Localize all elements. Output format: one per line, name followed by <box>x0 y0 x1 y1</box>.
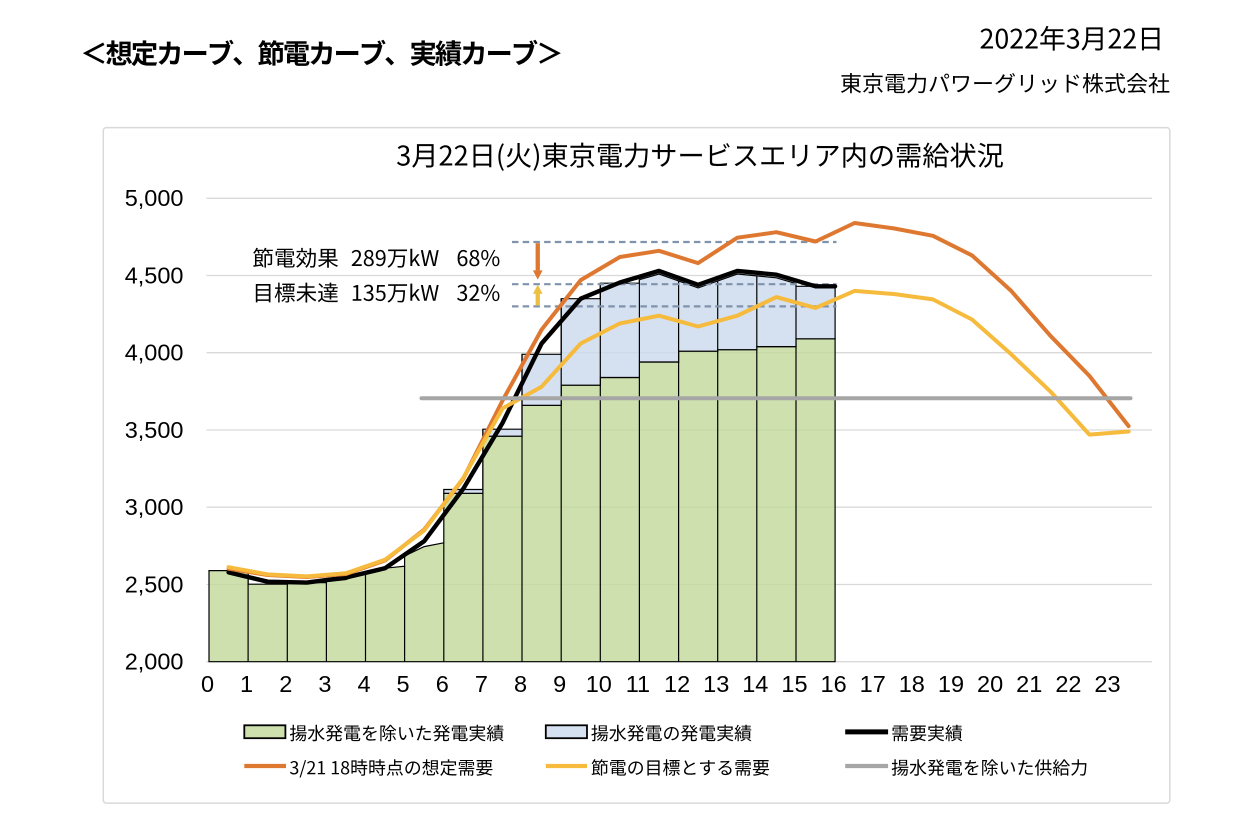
svg-text:7: 7 <box>475 671 488 697</box>
svg-text:5,000: 5,000 <box>125 185 184 211</box>
svg-text:11: 11 <box>626 671 650 697</box>
svg-text:0: 0 <box>201 671 214 697</box>
svg-text:19: 19 <box>938 671 964 697</box>
svg-text:3,500: 3,500 <box>125 417 184 443</box>
svg-text:6: 6 <box>436 671 449 697</box>
svg-text:15: 15 <box>781 671 807 697</box>
svg-text:12: 12 <box>664 671 690 697</box>
svg-text:4,000: 4,000 <box>125 340 184 366</box>
svg-text:4: 4 <box>357 671 370 697</box>
svg-text:10: 10 <box>586 671 612 697</box>
svg-text:13: 13 <box>703 671 729 697</box>
svg-text:16: 16 <box>821 671 847 697</box>
svg-text:2,500: 2,500 <box>125 571 184 597</box>
svg-text:14: 14 <box>742 671 768 697</box>
svg-text:1: 1 <box>240 671 253 697</box>
svg-text:21: 21 <box>1016 671 1042 697</box>
svg-text:4,500: 4,500 <box>125 262 184 288</box>
svg-text:3: 3 <box>318 671 331 697</box>
svg-text:3,000: 3,000 <box>125 494 184 520</box>
svg-text:20: 20 <box>977 671 1003 697</box>
svg-text:2: 2 <box>279 671 292 697</box>
svg-text:9: 9 <box>553 671 566 697</box>
svg-text:23: 23 <box>1094 671 1120 697</box>
svg-text:18: 18 <box>899 671 925 697</box>
svg-text:5: 5 <box>397 671 410 697</box>
svg-text:8: 8 <box>514 671 527 697</box>
svg-text:17: 17 <box>860 671 886 697</box>
svg-text:2,000: 2,000 <box>125 649 184 675</box>
svg-text:22: 22 <box>1055 671 1081 697</box>
